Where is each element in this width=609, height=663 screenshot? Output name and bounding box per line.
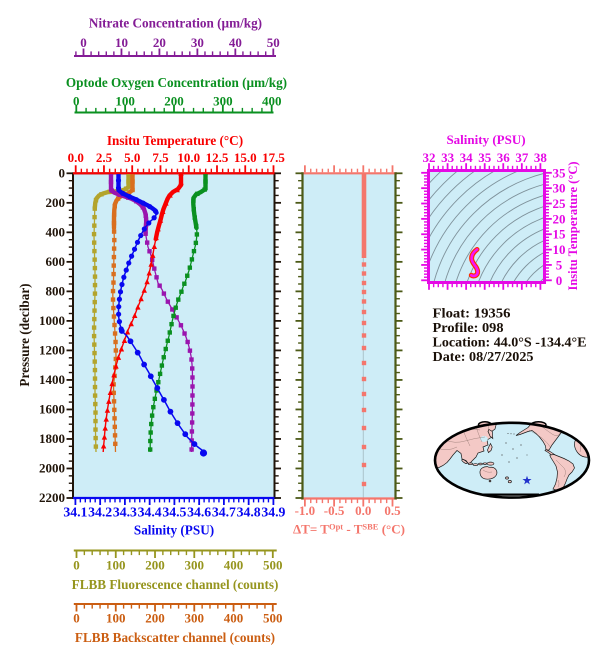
- svg-text:0.0: 0.0: [68, 150, 84, 165]
- svg-text:400: 400: [46, 225, 66, 240]
- svg-text:400: 400: [224, 611, 244, 626]
- svg-text:34.1: 34.1: [63, 505, 87, 520]
- svg-text:34.4: 34.4: [138, 505, 162, 520]
- svg-text:37: 37: [515, 150, 529, 165]
- svg-text:200: 200: [145, 558, 165, 573]
- svg-text:1000: 1000: [39, 313, 65, 328]
- svg-text:2200: 2200: [39, 490, 65, 505]
- svg-text:FLBB Fluorescence channel (cou: FLBB Fluorescence channel (counts): [72, 577, 279, 592]
- svg-text:5: 5: [556, 257, 563, 272]
- svg-text:34.6: 34.6: [187, 505, 211, 520]
- svg-text:Insitu Temperature (°C): Insitu Temperature (°C): [107, 133, 243, 148]
- svg-text:34.9: 34.9: [261, 505, 285, 520]
- svg-text:17.5: 17.5: [262, 150, 285, 165]
- svg-text:5.0: 5.0: [124, 150, 140, 165]
- svg-text:0: 0: [73, 611, 80, 626]
- svg-text:20: 20: [553, 211, 566, 226]
- svg-text:10: 10: [115, 35, 128, 50]
- svg-text:40: 40: [229, 35, 242, 50]
- svg-text:32: 32: [423, 150, 436, 165]
- svg-text:33: 33: [441, 150, 455, 165]
- svg-text:34: 34: [460, 150, 474, 165]
- svg-text:34.3: 34.3: [113, 505, 137, 520]
- svg-text:600: 600: [46, 254, 66, 269]
- svg-text:Nitrate Concentration (µm/kg): Nitrate Concentration (µm/kg): [89, 16, 262, 31]
- svg-text:35: 35: [553, 165, 567, 180]
- svg-text:200: 200: [164, 93, 184, 108]
- svg-text:1400: 1400: [39, 372, 65, 387]
- svg-text:300: 300: [185, 611, 205, 626]
- svg-text:Location: 44.0°S -134.4°E: Location: 44.0°S -134.4°E: [433, 335, 587, 350]
- svg-text:34.2: 34.2: [88, 505, 112, 520]
- svg-text:12.5: 12.5: [206, 150, 229, 165]
- svg-text:Insitu Temperature (°C): Insitu Temperature (°C): [566, 161, 580, 290]
- svg-text:800: 800: [46, 284, 66, 299]
- svg-text:0: 0: [73, 93, 80, 108]
- svg-text:-1.0: -1.0: [295, 503, 316, 518]
- svg-text:500: 500: [263, 611, 283, 626]
- svg-text:34.5: 34.5: [162, 505, 186, 520]
- svg-text:20: 20: [153, 35, 166, 50]
- svg-text:15.0: 15.0: [234, 150, 257, 165]
- svg-text:34.7: 34.7: [212, 505, 236, 520]
- svg-text:Optode Oxygen Concentration (µ: Optode Oxygen Concentration (µm/kg): [66, 75, 287, 90]
- svg-text:1200: 1200: [39, 343, 65, 358]
- svg-text:10.0: 10.0: [177, 150, 200, 165]
- svg-text:0: 0: [556, 273, 563, 288]
- svg-text:Pressure (decibar): Pressure (decibar): [17, 283, 32, 386]
- svg-text:0: 0: [80, 35, 87, 50]
- svg-text:300: 300: [213, 93, 233, 108]
- svg-text:30: 30: [553, 181, 566, 196]
- svg-text:FLBB Backscatter channel (coun: FLBB Backscatter channel (counts): [75, 630, 275, 645]
- svg-text:100: 100: [115, 93, 135, 108]
- svg-text:100: 100: [106, 558, 126, 573]
- svg-text:ΔT= TOpt - TSBE (°C): ΔT= TOpt - TSBE (°C): [293, 522, 405, 537]
- svg-text:25: 25: [553, 196, 567, 211]
- svg-text:50: 50: [267, 35, 280, 50]
- svg-text:1600: 1600: [39, 402, 65, 417]
- svg-text:1800: 1800: [39, 431, 65, 446]
- svg-text:500: 500: [263, 558, 283, 573]
- svg-text:15: 15: [553, 227, 567, 242]
- svg-text:34.8: 34.8: [237, 505, 261, 520]
- svg-text:400: 400: [262, 93, 282, 108]
- svg-text:7.5: 7.5: [152, 150, 169, 165]
- svg-text:36: 36: [497, 150, 511, 165]
- svg-text:0: 0: [59, 166, 66, 181]
- svg-text:300: 300: [185, 558, 205, 573]
- svg-text:38: 38: [534, 150, 548, 165]
- svg-text:Salinity (PSU): Salinity (PSU): [134, 523, 214, 538]
- svg-text:35: 35: [478, 150, 492, 165]
- svg-text:400: 400: [224, 558, 244, 573]
- svg-text:0.0: 0.0: [355, 503, 371, 518]
- svg-text:0: 0: [73, 558, 80, 573]
- svg-text:200: 200: [145, 611, 165, 626]
- svg-text:100: 100: [106, 611, 126, 626]
- svg-text:Salinity (PSU): Salinity (PSU): [446, 132, 525, 147]
- svg-text:-0.5: -0.5: [324, 503, 345, 518]
- svg-text:200: 200: [46, 195, 66, 210]
- svg-text:0.5: 0.5: [384, 503, 401, 518]
- svg-text:2.5: 2.5: [96, 150, 113, 165]
- svg-text:2000: 2000: [39, 461, 65, 476]
- svg-text:30: 30: [191, 35, 204, 50]
- svg-text:Profile: 098: Profile: 098: [433, 320, 504, 335]
- svg-text:Date: 08/27/2025: Date: 08/27/2025: [433, 349, 534, 364]
- svg-text:10: 10: [553, 242, 566, 257]
- svg-text:Float: 19356: Float: 19356: [433, 306, 511, 321]
